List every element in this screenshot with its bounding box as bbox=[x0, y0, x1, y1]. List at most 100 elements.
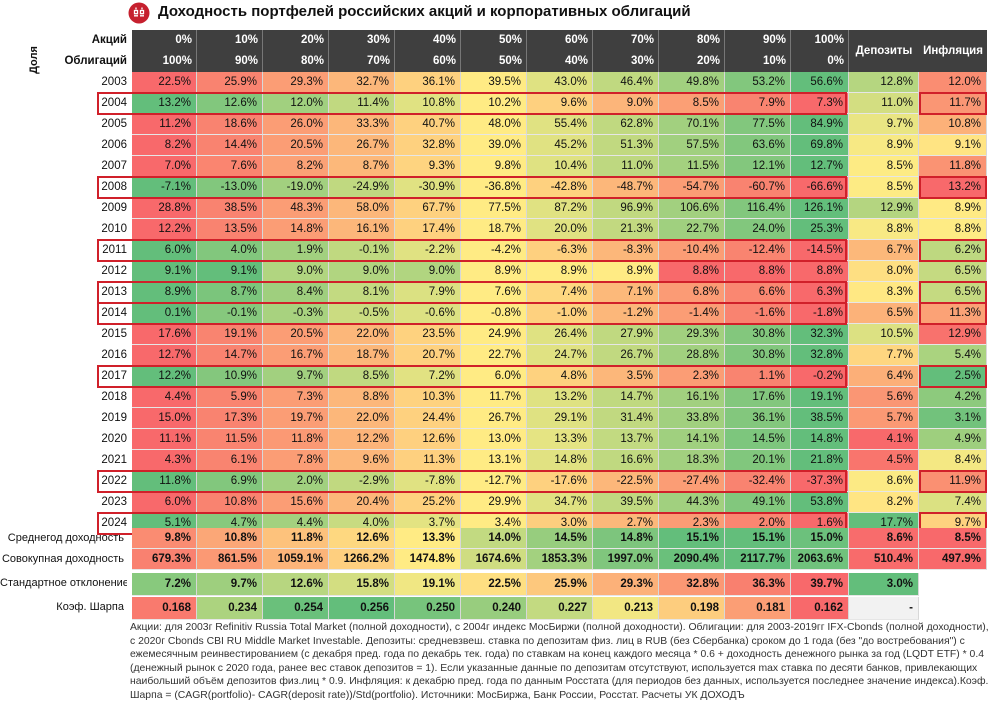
return-cell: 17.3% bbox=[197, 408, 263, 429]
return-cell: 6.0% bbox=[132, 240, 197, 261]
return-cell: -27.4% bbox=[659, 471, 725, 492]
summary-cell: 0.198 bbox=[659, 597, 725, 620]
return-cell: 22.7% bbox=[659, 219, 725, 240]
return-cell: 26.4% bbox=[527, 324, 593, 345]
return-cell: 14.8% bbox=[527, 450, 593, 471]
return-cell: 26.7% bbox=[593, 345, 659, 366]
return-cell: -48.7% bbox=[593, 177, 659, 198]
return-cell: 58.0% bbox=[329, 198, 395, 219]
summary-cell: 0.240 bbox=[461, 597, 527, 620]
year-label: 2010 bbox=[101, 223, 127, 235]
return-cell: 44.3% bbox=[659, 492, 725, 513]
summary-cell: 25.9% bbox=[527, 573, 593, 596]
return-cell: 33.3% bbox=[329, 114, 395, 135]
return-cell: 11.5% bbox=[197, 429, 263, 450]
return-cell: 11.3% bbox=[395, 450, 461, 471]
return-cell: 36.1% bbox=[395, 72, 461, 93]
year-label: 2024 bbox=[101, 517, 127, 529]
return-cell: 13.5% bbox=[197, 219, 263, 240]
inflation-cell: 4.2% bbox=[919, 387, 987, 408]
year-label: 2015 bbox=[101, 328, 127, 340]
return-cell: 126.1% bbox=[791, 198, 849, 219]
return-cell: 12.2% bbox=[132, 219, 197, 240]
return-cell: 15.0% bbox=[132, 408, 197, 429]
summary-cell: 1059.1% bbox=[263, 549, 329, 570]
deposit-return-cell: 5.6% bbox=[849, 387, 919, 408]
return-cell: 20.4% bbox=[329, 492, 395, 513]
return-cell: 6.6% bbox=[725, 282, 791, 303]
return-cell: 30.8% bbox=[725, 345, 791, 366]
return-cell: 14.5% bbox=[725, 429, 791, 450]
header-stocks-cell: 60% bbox=[527, 30, 593, 51]
return-cell: -10.4% bbox=[659, 240, 725, 261]
inflation-cell: 13.2% bbox=[919, 177, 987, 198]
summary-cell: 12.6% bbox=[263, 573, 329, 596]
year-label: 2021 bbox=[101, 454, 127, 466]
return-cell: 17.4% bbox=[395, 219, 461, 240]
return-cell: 8.9% bbox=[527, 261, 593, 282]
deposit-return-cell: 8.9% bbox=[849, 135, 919, 156]
header-bonds-cell: 100% bbox=[132, 51, 197, 72]
return-cell: 28.8% bbox=[132, 198, 197, 219]
year-label: 2006 bbox=[101, 139, 127, 151]
return-cell: 45.2% bbox=[527, 135, 593, 156]
deposit-return-cell: 8.6% bbox=[849, 471, 919, 492]
bonds-share-label: Облигаций bbox=[64, 55, 127, 67]
inflation-cell: 2.5% bbox=[919, 366, 987, 387]
summary-cell: 15.1% bbox=[725, 528, 791, 549]
year-label: 2023 bbox=[101, 496, 127, 508]
return-cell: 14.8% bbox=[791, 429, 849, 450]
return-cell: -12.4% bbox=[725, 240, 791, 261]
return-cell: 34.7% bbox=[527, 492, 593, 513]
return-cell: 12.6% bbox=[395, 429, 461, 450]
summary-cell: 39.7% bbox=[791, 573, 849, 596]
return-cell: 9.0% bbox=[593, 93, 659, 114]
year-label: 2017 bbox=[101, 370, 127, 382]
return-cell: -60.7% bbox=[725, 177, 791, 198]
return-cell: 33.8% bbox=[659, 408, 725, 429]
return-cell: 18.3% bbox=[659, 450, 725, 471]
inflation-cell: 6.5% bbox=[919, 261, 987, 282]
summary-label: Совокупная доходность bbox=[1, 553, 124, 565]
summary-cell: 0.162 bbox=[791, 597, 849, 620]
return-cell: 40.7% bbox=[395, 114, 461, 135]
header-bonds-cell: 20% bbox=[659, 51, 725, 72]
return-cell: 53.2% bbox=[725, 72, 791, 93]
return-cell: 48.3% bbox=[263, 198, 329, 219]
return-cell: -0.1% bbox=[197, 303, 263, 324]
return-cell: 8.7% bbox=[329, 156, 395, 177]
return-cell: 57.5% bbox=[659, 135, 725, 156]
summary-label: Коэф. Шарпа bbox=[56, 601, 124, 613]
return-cell: 16.1% bbox=[659, 387, 725, 408]
return-cell: 10.8% bbox=[395, 93, 461, 114]
return-cell: 7.0% bbox=[132, 156, 197, 177]
return-cell: -4.2% bbox=[461, 240, 527, 261]
return-cell: 18.7% bbox=[329, 345, 395, 366]
return-cell: 11.5% bbox=[659, 156, 725, 177]
summary-cell: 2090.4% bbox=[659, 549, 725, 570]
page-title: Доходность портфелей российских акций и … bbox=[158, 3, 691, 20]
return-cell: 9.1% bbox=[132, 261, 197, 282]
summary-cell: 1674.6% bbox=[461, 549, 527, 570]
summary-cell: 1474.8% bbox=[395, 549, 461, 570]
year-label: 2007 bbox=[101, 160, 127, 172]
return-cell: 31.4% bbox=[593, 408, 659, 429]
return-cell: 38.5% bbox=[197, 198, 263, 219]
return-cell: 32.8% bbox=[791, 345, 849, 366]
return-cell: 9.6% bbox=[527, 93, 593, 114]
return-cell: 20.0% bbox=[527, 219, 593, 240]
header-bonds-cell: 90% bbox=[197, 51, 263, 72]
return-cell: 7.3% bbox=[263, 387, 329, 408]
deposit-return-cell: 8.3% bbox=[849, 282, 919, 303]
return-cell: -8.3% bbox=[593, 240, 659, 261]
return-cell: 4.0% bbox=[197, 240, 263, 261]
return-cell: 8.9% bbox=[461, 261, 527, 282]
year-label: 2003 bbox=[101, 76, 127, 88]
share-axis-label: Доля bbox=[28, 46, 40, 74]
return-cell: 11.8% bbox=[132, 471, 197, 492]
return-cell: 8.2% bbox=[263, 156, 329, 177]
summary-cell: 14.8% bbox=[593, 528, 659, 549]
header-bonds-cell: 50% bbox=[461, 51, 527, 72]
summary-cell: 679.3% bbox=[132, 549, 197, 570]
return-cell: 49.8% bbox=[659, 72, 725, 93]
